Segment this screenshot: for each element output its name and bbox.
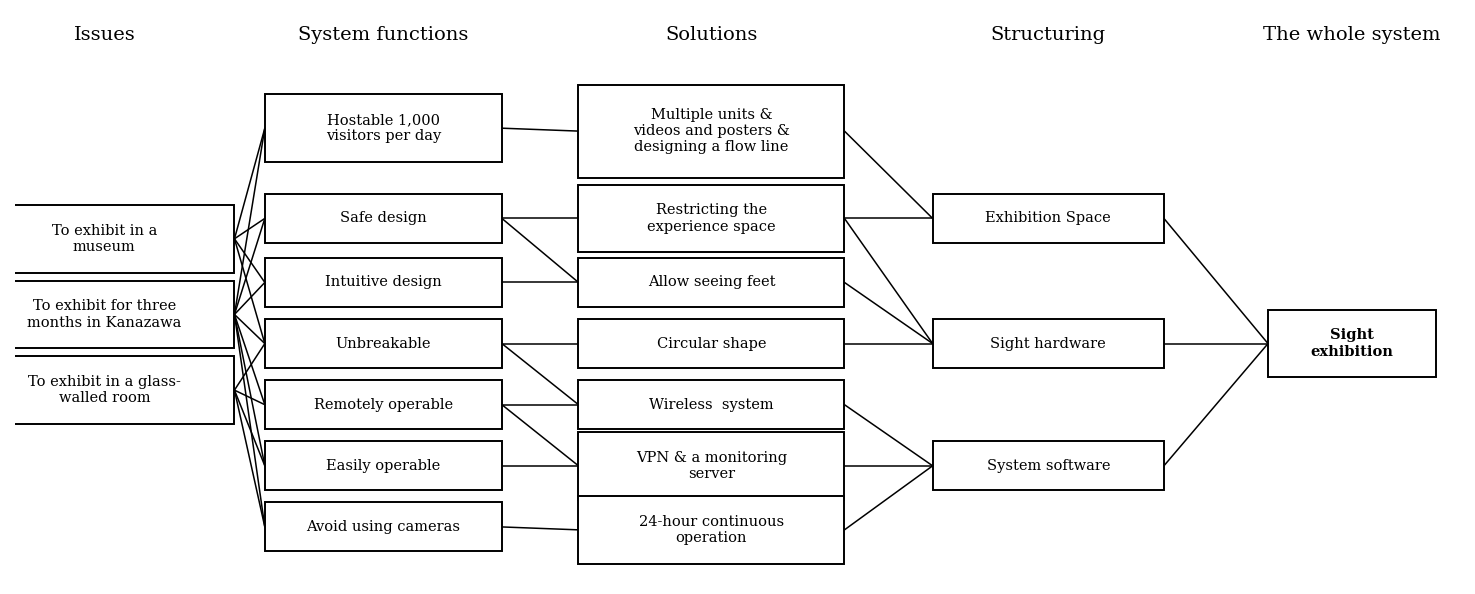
FancyBboxPatch shape (1268, 310, 1435, 377)
Text: Safe design: Safe design (339, 211, 426, 225)
Text: Sight hardware: Sight hardware (990, 337, 1106, 350)
FancyBboxPatch shape (266, 441, 502, 490)
Text: Unbreakable: Unbreakable (336, 337, 431, 350)
FancyBboxPatch shape (932, 441, 1164, 490)
FancyBboxPatch shape (578, 185, 845, 252)
Text: Restricting the
experience space: Restricting the experience space (648, 203, 776, 233)
Text: Remotely operable: Remotely operable (314, 398, 453, 412)
FancyBboxPatch shape (266, 380, 502, 429)
Text: Hostable 1,000
visitors per day: Hostable 1,000 visitors per day (326, 113, 441, 143)
Text: Structuring: Structuring (991, 26, 1106, 45)
Text: To exhibit in a
museum: To exhibit in a museum (52, 224, 156, 254)
Text: Sight
exhibition: Sight exhibition (1310, 328, 1394, 359)
Text: To exhibit for three
months in Kanazawa: To exhibit for three months in Kanazawa (27, 299, 181, 330)
Text: To exhibit in a glass-
walled room: To exhibit in a glass- walled room (28, 375, 181, 405)
FancyBboxPatch shape (266, 319, 502, 368)
FancyBboxPatch shape (0, 205, 235, 273)
Text: Issues: Issues (74, 26, 136, 45)
Text: 24-hour continuous
operation: 24-hour continuous operation (639, 515, 785, 545)
Text: The whole system: The whole system (1263, 26, 1441, 45)
FancyBboxPatch shape (578, 258, 845, 307)
Text: Allow seeing feet: Allow seeing feet (648, 276, 776, 289)
FancyBboxPatch shape (578, 380, 845, 429)
FancyBboxPatch shape (932, 194, 1164, 243)
FancyBboxPatch shape (578, 496, 845, 564)
FancyBboxPatch shape (578, 432, 845, 500)
Text: Multiple units &
videos and posters &
designing a flow line: Multiple units & videos and posters & de… (633, 108, 791, 154)
Text: Wireless  system: Wireless system (649, 398, 774, 412)
Text: Avoid using cameras: Avoid using cameras (307, 520, 460, 534)
FancyBboxPatch shape (266, 94, 502, 162)
FancyBboxPatch shape (0, 281, 235, 348)
FancyBboxPatch shape (932, 319, 1164, 368)
FancyBboxPatch shape (266, 194, 502, 243)
Text: Easily operable: Easily operable (326, 459, 441, 473)
FancyBboxPatch shape (266, 503, 502, 551)
Text: System software: System software (987, 459, 1111, 473)
FancyBboxPatch shape (578, 84, 845, 178)
FancyBboxPatch shape (266, 258, 502, 307)
Text: Solutions: Solutions (665, 26, 758, 45)
Text: Exhibition Space: Exhibition Space (985, 211, 1111, 225)
FancyBboxPatch shape (0, 356, 235, 424)
Text: VPN & a monitoring
server: VPN & a monitoring server (636, 451, 788, 481)
Text: Intuitive design: Intuitive design (324, 276, 441, 289)
Text: System functions: System functions (298, 26, 469, 45)
FancyBboxPatch shape (578, 319, 845, 368)
Text: Circular shape: Circular shape (656, 337, 766, 350)
